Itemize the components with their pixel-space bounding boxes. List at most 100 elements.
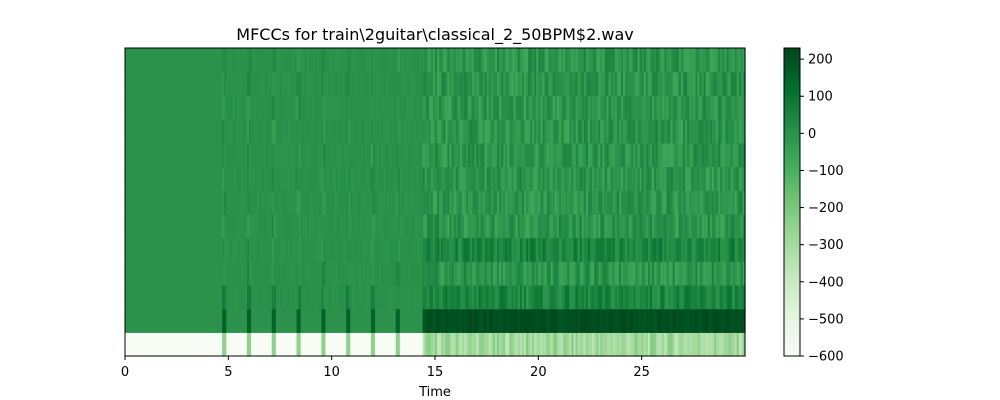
heatmap-cell <box>581 332 585 357</box>
heatmap-cell <box>375 142 378 168</box>
heatmap-cell <box>559 166 562 191</box>
heatmap-cell <box>674 284 678 310</box>
heatmap-cell <box>259 190 262 215</box>
heatmap-cell <box>701 261 705 286</box>
heatmap-cell <box>197 142 200 168</box>
heatmap-cell <box>408 213 411 239</box>
heatmap-cell <box>736 48 740 73</box>
heatmap-cell <box>238 142 242 168</box>
heatmap-cell <box>604 71 608 96</box>
heatmap-cell <box>656 119 659 144</box>
heatmap-cell <box>579 142 583 168</box>
heatmap-cell <box>726 166 730 191</box>
heatmap-cell <box>701 142 705 168</box>
heatmap-cell <box>422 284 426 310</box>
heatmap-cell <box>664 95 668 120</box>
heatmap-cell <box>606 213 610 239</box>
heatmap-cell <box>346 190 349 215</box>
heatmap-cell <box>474 95 477 120</box>
heatmap-cell <box>548 190 552 215</box>
heatmap-cell <box>267 308 271 333</box>
heatmap-cell <box>294 213 298 239</box>
heatmap-cell <box>304 119 308 144</box>
heatmap-cell <box>488 95 492 120</box>
heatmap-cell <box>339 95 343 120</box>
heatmap-cell <box>362 95 366 120</box>
heatmap-cell <box>443 213 446 239</box>
heatmap-cell <box>538 213 541 239</box>
heatmap-cell <box>149 119 153 144</box>
heatmap-cell <box>323 95 327 120</box>
heatmap-cell <box>697 190 701 215</box>
heatmap-cell <box>443 142 446 168</box>
heatmap-cell <box>426 119 430 144</box>
heatmap-cell <box>391 284 395 310</box>
heatmap-cell <box>269 166 273 191</box>
heatmap-cell <box>714 237 717 262</box>
heatmap-cell <box>697 142 701 168</box>
heatmap-cell <box>176 308 180 333</box>
heatmap-cell <box>658 48 661 73</box>
heatmap-cell <box>614 332 618 357</box>
heatmap-cell <box>478 142 482 168</box>
heatmap-cell <box>246 71 250 96</box>
heatmap-cell <box>350 190 353 215</box>
heatmap-cell <box>492 261 496 286</box>
heatmap-cell <box>187 332 190 357</box>
heatmap-cell <box>280 48 283 73</box>
heatmap-cell <box>329 142 333 168</box>
heatmap-cell <box>693 95 696 120</box>
heatmap-cell <box>583 284 587 310</box>
heatmap-cell <box>368 261 372 286</box>
heatmap-cell <box>337 284 341 310</box>
heatmap-cell <box>732 95 736 120</box>
heatmap-cell <box>265 332 269 357</box>
heatmap-cell <box>352 237 355 262</box>
heatmap-cell <box>145 119 149 144</box>
heatmap-cell <box>683 119 686 144</box>
heatmap-cell <box>594 95 597 120</box>
heatmap-cell <box>635 95 639 120</box>
heatmap-cell <box>129 332 132 357</box>
heatmap-cell <box>590 142 593 168</box>
heatmap-cell <box>387 237 391 262</box>
heatmap-cell <box>379 237 382 262</box>
heatmap-cell <box>170 119 174 144</box>
heatmap-cell <box>238 332 242 357</box>
heatmap-cell <box>542 95 546 120</box>
heatmap-cell <box>408 284 411 310</box>
heatmap-cell <box>525 119 529 144</box>
heatmap-cell <box>565 308 568 333</box>
heatmap-cell <box>317 213 320 239</box>
heatmap-cell <box>579 284 583 310</box>
heatmap-cell <box>505 332 508 357</box>
heatmap-cell <box>674 95 678 120</box>
heatmap-cell <box>329 308 333 333</box>
heatmap-cell <box>592 119 595 144</box>
heatmap-cell <box>387 190 391 215</box>
heatmap-cell <box>625 237 628 262</box>
heatmap-cell <box>660 261 663 286</box>
heatmap-cell <box>387 308 391 333</box>
heatmap-cell <box>335 237 339 262</box>
heatmap-cell <box>534 95 537 120</box>
heatmap-cell <box>236 332 240 357</box>
heatmap-cell <box>687 119 690 144</box>
heatmap-cell <box>240 237 244 262</box>
heatmap-cell <box>538 142 541 168</box>
heatmap-cell <box>302 332 306 357</box>
heatmap-cell <box>693 284 696 310</box>
heatmap-cell <box>614 142 618 168</box>
heatmap-cell <box>718 166 721 191</box>
heatmap-cell <box>211 332 215 357</box>
heatmap-cell <box>232 166 236 191</box>
heatmap-cell <box>401 332 405 357</box>
heatmap-cell <box>736 261 740 286</box>
heatmap-cell <box>368 308 372 333</box>
heatmap-cell <box>389 308 393 333</box>
heatmap-cell <box>457 166 461 191</box>
heatmap-cell <box>525 71 529 96</box>
heatmap-cell <box>253 190 256 215</box>
heatmap-cell <box>184 71 188 96</box>
heatmap-cell <box>352 166 355 191</box>
